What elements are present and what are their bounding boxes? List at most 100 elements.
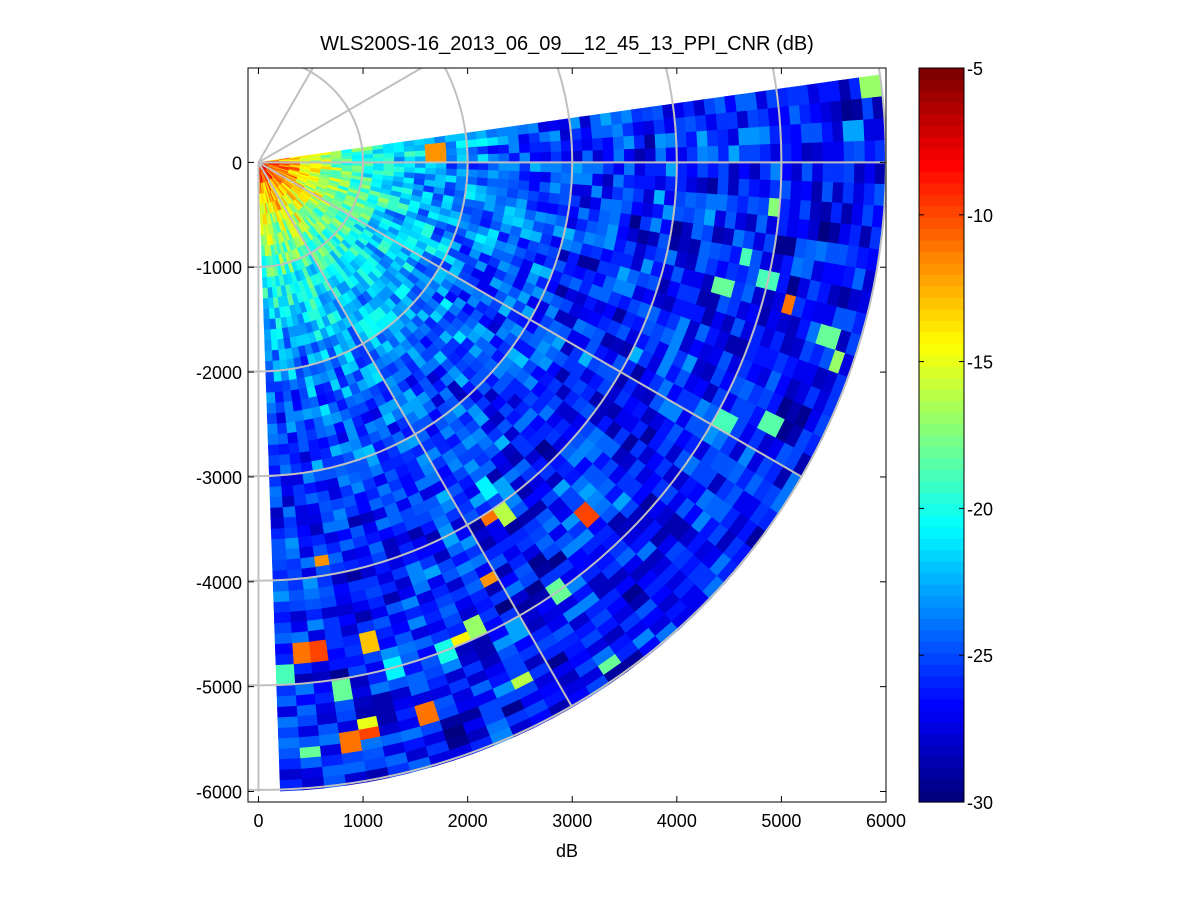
heatmap-cell bbox=[685, 177, 698, 194]
heatmap-cell bbox=[788, 105, 802, 126]
heatmap-cell bbox=[603, 162, 615, 176]
colorbar-swatch bbox=[919, 480, 964, 493]
heatmap-cell bbox=[299, 556, 316, 570]
heatmap-cell bbox=[456, 154, 468, 163]
heatmap-cell bbox=[798, 103, 812, 125]
heatmap-cell bbox=[264, 339, 272, 352]
heatmap-cell bbox=[852, 119, 866, 142]
colorbar-swatch bbox=[919, 148, 964, 161]
heatmap-cell bbox=[728, 162, 740, 180]
colorbar-swatch bbox=[919, 262, 964, 276]
heatmap-cell bbox=[705, 113, 718, 132]
heatmap-cell bbox=[270, 528, 286, 540]
heatmap-cell bbox=[726, 194, 739, 214]
heatmap-cell bbox=[277, 726, 299, 740]
heatmap-cell bbox=[548, 192, 561, 206]
heatmap-cell bbox=[301, 577, 319, 591]
heatmap-cell bbox=[290, 631, 310, 644]
heatmap-cell bbox=[696, 177, 709, 195]
heatmap-cell bbox=[812, 162, 824, 183]
heatmap-cell bbox=[539, 141, 552, 153]
heatmap-cell bbox=[822, 141, 835, 163]
heatmap-cell bbox=[279, 474, 293, 487]
heatmap-cell bbox=[298, 451, 312, 464]
heatmap-cell bbox=[506, 125, 519, 137]
heatmap-cell bbox=[561, 151, 573, 163]
heatmap-cell bbox=[684, 192, 698, 209]
heatmap-cell bbox=[529, 152, 542, 163]
heatmap-cell bbox=[273, 601, 291, 614]
heatmap-cell bbox=[874, 162, 886, 185]
heatmap-cell bbox=[675, 132, 688, 149]
heatmap-cell bbox=[293, 494, 307, 507]
heatmap-cell bbox=[842, 120, 855, 143]
colorbar-tick-label: -15 bbox=[967, 353, 993, 373]
heatmap-cell bbox=[819, 201, 833, 224]
heatmap-cell bbox=[592, 149, 604, 163]
heatmap-cell bbox=[414, 144, 426, 152]
colorbar-swatch bbox=[919, 526, 964, 539]
heatmap-cell bbox=[475, 129, 488, 140]
heatmap-cell bbox=[602, 174, 615, 188]
heatmap-cell bbox=[528, 181, 541, 193]
heatmap-cell bbox=[561, 162, 573, 174]
heatmap-cell bbox=[874, 140, 886, 163]
colorbar-swatch bbox=[919, 285, 964, 298]
heatmap-cell bbox=[529, 162, 542, 173]
colorbar-swatch bbox=[919, 721, 964, 734]
heatmap-cell bbox=[821, 121, 834, 143]
colorbar-frame bbox=[918, 67, 965, 803]
heatmap-cell bbox=[642, 120, 656, 136]
heatmap-cell bbox=[684, 115, 698, 133]
heatmap-cell bbox=[273, 611, 291, 624]
heatmap-cell bbox=[550, 172, 562, 184]
heatmap-cell bbox=[262, 298, 270, 310]
heatmap-cell bbox=[718, 145, 730, 163]
colorbar-swatch bbox=[919, 205, 964, 218]
colorbar-swatch bbox=[919, 756, 964, 769]
heatmap-cell bbox=[715, 194, 729, 213]
heatmap-cell bbox=[435, 168, 447, 176]
x-axis-label: dB bbox=[556, 841, 578, 861]
heatmap-cell bbox=[507, 179, 520, 191]
heatmap-cell bbox=[477, 153, 489, 163]
heatmap-cell bbox=[718, 162, 730, 180]
heatmap-cell bbox=[603, 149, 615, 163]
heatmap-cell bbox=[274, 643, 294, 656]
heatmap-cell bbox=[582, 162, 594, 175]
heatmap-cell bbox=[727, 178, 740, 197]
colorbar-swatch bbox=[919, 343, 964, 356]
heatmap-cell bbox=[273, 590, 290, 603]
heatmap-cell bbox=[746, 109, 760, 129]
x-tick-label: 1000 bbox=[343, 811, 383, 831]
heatmap-cell bbox=[550, 140, 562, 153]
colorbar-swatch bbox=[919, 354, 964, 367]
heatmap-cell bbox=[476, 137, 489, 148]
heatmap-cell bbox=[642, 189, 656, 205]
heatmap-cell bbox=[696, 130, 709, 148]
ppi-heatmap bbox=[258, 74, 886, 792]
colorbar-tick-label: -30 bbox=[967, 793, 993, 813]
heatmap-cell bbox=[296, 714, 318, 728]
heatmap-cell bbox=[770, 162, 782, 182]
heatmap-cell bbox=[518, 171, 531, 182]
heatmap-cell bbox=[529, 171, 542, 183]
colorbar-swatch bbox=[919, 377, 964, 390]
heatmap-cell bbox=[686, 162, 699, 179]
heatmap-cell bbox=[651, 203, 665, 220]
heatmap-cell bbox=[383, 152, 395, 159]
heatmap-cell bbox=[589, 197, 603, 211]
heatmap-cell bbox=[665, 147, 678, 163]
heatmap-cell bbox=[296, 704, 317, 718]
heatmap-cell bbox=[811, 181, 824, 203]
heatmap-cell bbox=[425, 167, 437, 176]
colorbar-swatch bbox=[919, 125, 964, 138]
colorbar-swatch bbox=[919, 171, 964, 184]
heatmap-cell bbox=[707, 162, 720, 179]
heatmap-cell bbox=[644, 175, 657, 191]
heatmap-cell bbox=[653, 189, 666, 206]
heatmap-cell bbox=[748, 179, 761, 198]
heatmap-cell bbox=[748, 126, 761, 146]
heatmap-cell bbox=[295, 693, 316, 707]
heatmap-cell bbox=[294, 504, 309, 518]
